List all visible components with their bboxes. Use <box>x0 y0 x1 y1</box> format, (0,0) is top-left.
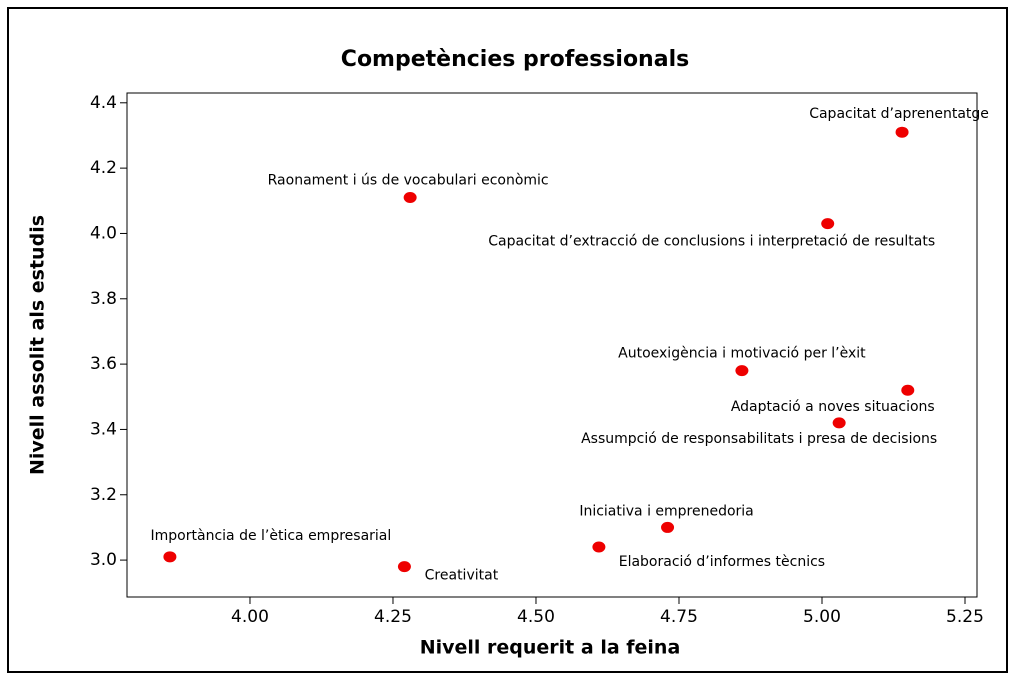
y-tick-label: 4.4 <box>90 93 117 113</box>
point-label: Raonament i ús de vocabulari econòmic <box>268 173 549 189</box>
x-tick-label: 5.00 <box>803 607 841 627</box>
point-label: Importància de l’ètica empresarial <box>151 528 392 544</box>
point <box>821 218 835 230</box>
point-label: Capacitat d’extracció de conclusions i i… <box>488 234 935 250</box>
x-tick-label: 5.25 <box>946 607 984 627</box>
y-axis-label: Nivell assolit als estudis <box>27 215 49 475</box>
point <box>901 384 915 396</box>
x-axis-label: Nivell requerit a la feina <box>420 637 681 659</box>
point <box>592 541 606 553</box>
point <box>403 192 417 204</box>
y-tick-label: 3.8 <box>90 289 117 309</box>
y-tick-label: 3.4 <box>90 419 117 439</box>
point-label: Elaboració d’informes tècnics <box>619 554 825 570</box>
point-label: Creativitat <box>425 568 499 584</box>
point-label: Adaptació a noves situacions <box>731 399 935 415</box>
y-tick-label: 3.0 <box>90 550 117 570</box>
point <box>832 417 846 429</box>
plot-area <box>126 92 978 598</box>
x-tick-label: 4.00 <box>231 607 269 627</box>
point-label: Capacitat d’aprenentatge <box>809 106 989 122</box>
point <box>397 561 411 573</box>
point <box>735 365 749 377</box>
point-label: Autoexigència i motivació per l’èxit <box>618 346 866 362</box>
point <box>163 551 177 563</box>
y-tick-label: 4.2 <box>90 158 117 178</box>
x-tick-label: 4.50 <box>517 607 555 627</box>
y-tick-label: 3.2 <box>90 485 117 505</box>
x-tick-label: 4.75 <box>660 607 698 627</box>
point-label: Iniciativa i emprenedoria <box>579 503 753 519</box>
point <box>895 126 909 138</box>
x-tick-label: 4.25 <box>374 607 412 627</box>
y-tick-label: 4.0 <box>90 223 117 243</box>
point <box>661 521 675 533</box>
y-tick-label: 3.6 <box>90 354 117 374</box>
chart-title: Competències professionals <box>341 47 689 72</box>
point-label: Assumpció de responsabilitats i presa de… <box>581 431 937 447</box>
